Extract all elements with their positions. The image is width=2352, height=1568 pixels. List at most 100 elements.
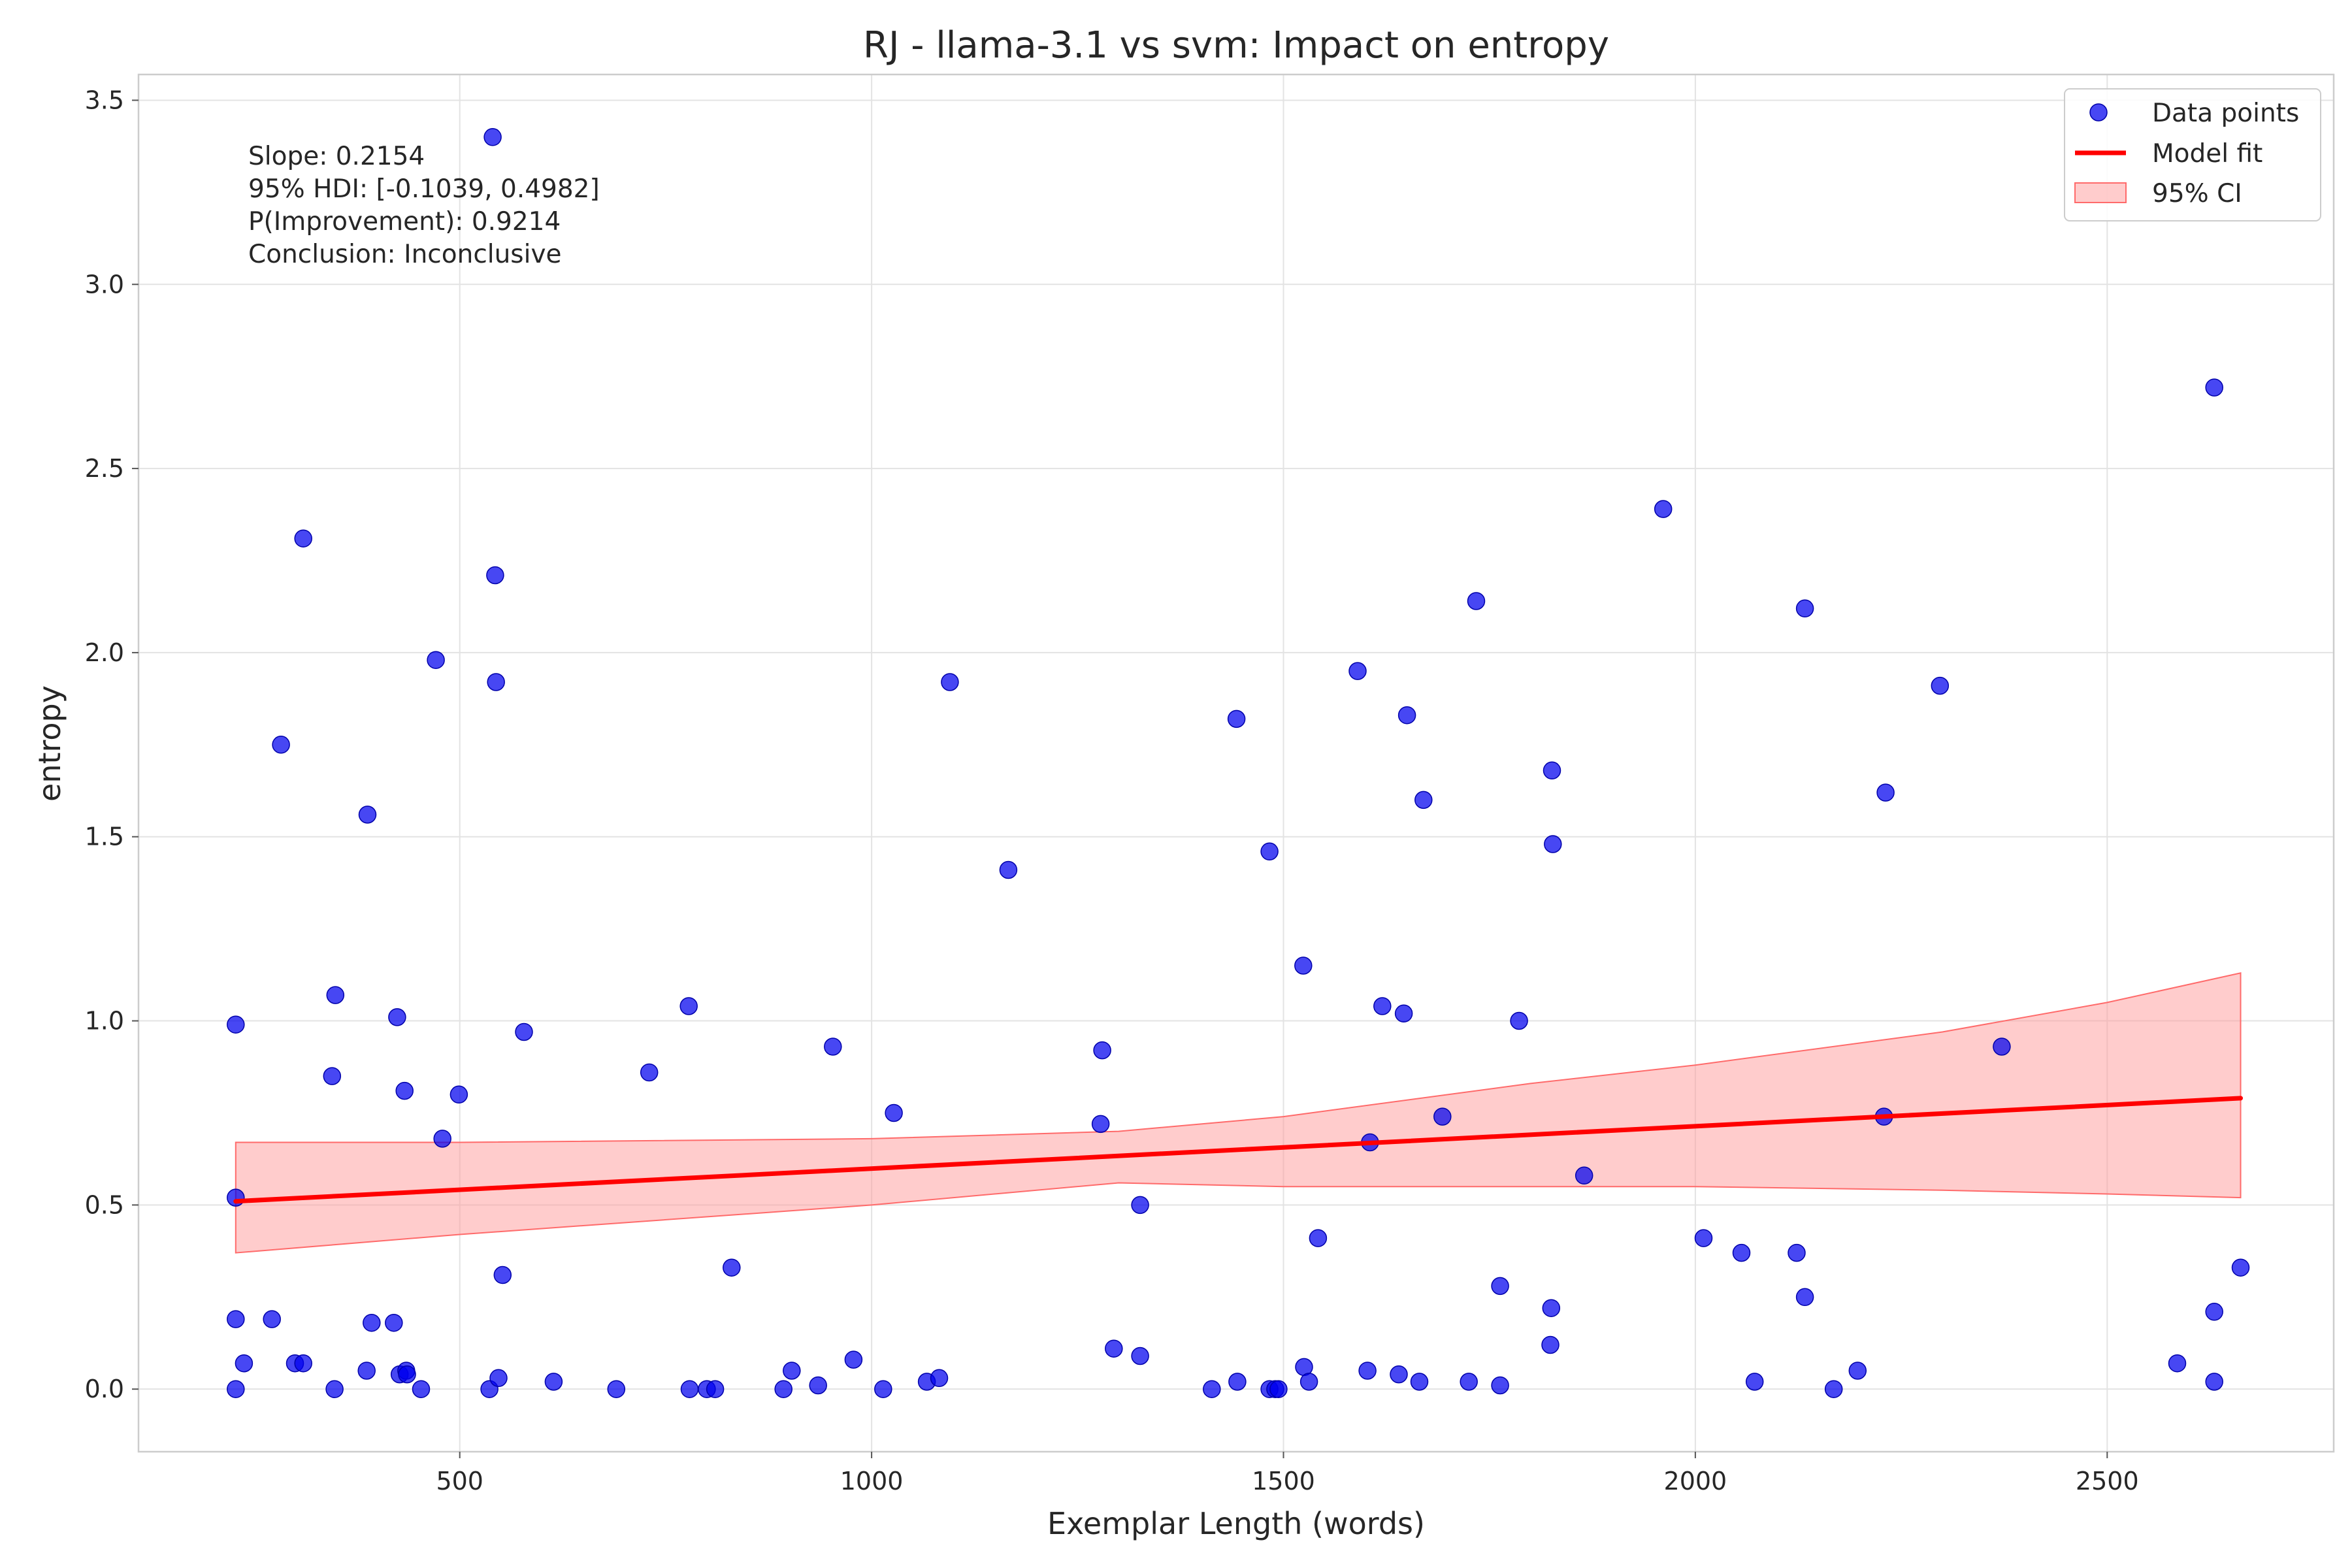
y-tick-label: 2.5 [85, 454, 124, 483]
data-point [2231, 1258, 2250, 1277]
data-point [1373, 997, 1392, 1015]
x-tick-label: 2000 [1664, 1467, 1727, 1495]
ci-band-layer [235, 972, 2242, 1254]
data-point [1091, 1115, 1110, 1134]
fit-line-layer [233, 1096, 2244, 1204]
data-point [1131, 1347, 1149, 1365]
y-tick-label: 0.0 [85, 1375, 124, 1403]
data-point [1397, 706, 1416, 725]
data-point [941, 673, 959, 691]
y-tick-label: 3.5 [85, 86, 124, 114]
data-point [1575, 1166, 1593, 1185]
legend-marker-points [2089, 103, 2108, 122]
y-tick-label: 2.0 [85, 638, 124, 667]
grid [139, 74, 2334, 1452]
stats-annotation: Slope: 0.2154 95% HDI: [-0.1039, 0.4982]… [248, 142, 600, 269]
data-point [1694, 1229, 1713, 1247]
data-point [1414, 791, 1433, 809]
data-point [2205, 378, 2223, 397]
annotation-probability: P(Improvement): 0.9214 [248, 207, 561, 237]
data-point [388, 1008, 406, 1026]
data-point [2205, 1303, 2223, 1321]
data-point [1260, 842, 1279, 861]
data-point [1410, 1373, 1429, 1391]
data-point [680, 1380, 699, 1398]
data-point [1467, 592, 1486, 610]
data-point [1542, 1299, 1561, 1317]
legend-label-points: Data points [2152, 99, 2299, 128]
annotation-hdi: 95% HDI: [-0.1039, 0.4982] [248, 174, 600, 204]
data-point [433, 1130, 451, 1148]
data-point [483, 128, 502, 146]
data-point [294, 529, 312, 547]
y-tick-label: 3.0 [85, 270, 124, 299]
data-point [1544, 835, 1562, 853]
data-point [1993, 1037, 2011, 1056]
data-point [1093, 1041, 1111, 1060]
data-point [395, 1081, 414, 1100]
legend-marker-ci [2074, 182, 2127, 203]
data-point [398, 1365, 416, 1384]
data-point [679, 997, 698, 1015]
data-point [640, 1063, 659, 1082]
data-point [824, 1037, 842, 1056]
data-point [1510, 1011, 1528, 1030]
data-point [294, 1354, 312, 1373]
data-point [263, 1310, 281, 1328]
x-axis-label: Exemplar Length (words) [1047, 1506, 1425, 1541]
data-point [1105, 1339, 1123, 1358]
legend-label-fit: Model fit [2152, 139, 2262, 169]
data-point [227, 1015, 245, 1034]
data-point [1654, 500, 1673, 518]
data-point [323, 1067, 342, 1085]
data-point [1358, 1362, 1377, 1380]
data-point [227, 1310, 245, 1328]
data-point [325, 1380, 344, 1398]
data-point [1543, 761, 1561, 780]
data-point [1848, 1362, 1867, 1380]
data-point [1491, 1277, 1509, 1296]
data-point [427, 651, 445, 669]
data-point [2205, 1373, 2223, 1391]
data-point [2168, 1354, 2187, 1373]
y-tick-label: 1.5 [85, 823, 124, 851]
data-point [1348, 662, 1367, 680]
data-point [363, 1313, 381, 1332]
data-point [544, 1373, 563, 1391]
data-point [1745, 1373, 1764, 1391]
data-point [357, 1362, 376, 1380]
data-point [1299, 1373, 1318, 1391]
legend: Data points Model fit 95% CI [2064, 88, 2321, 221]
y-tick-label: 0.5 [85, 1190, 124, 1219]
data-point [1294, 956, 1313, 975]
data-point [1824, 1380, 1843, 1398]
data-point [487, 673, 505, 691]
plot-area [139, 74, 2334, 1452]
data-point [449, 1085, 468, 1104]
data-point [809, 1376, 827, 1395]
data-point [930, 1369, 949, 1388]
data-point [227, 1380, 245, 1398]
data-point [272, 736, 290, 754]
x-tick-label: 2500 [2076, 1467, 2139, 1495]
data-point [1203, 1380, 1221, 1398]
data-point [493, 1266, 512, 1284]
data-point [385, 1313, 403, 1332]
data-point [1876, 783, 1895, 802]
legend-label-ci: 95% CI [2152, 179, 2242, 208]
data-point [844, 1350, 863, 1369]
data-point [1269, 1380, 1288, 1398]
x-tick-label: 500 [436, 1467, 483, 1495]
data-point [1795, 1288, 1814, 1307]
data-point [486, 566, 504, 585]
data-point [885, 1103, 903, 1122]
fit-line [233, 1096, 2244, 1204]
data-point [723, 1258, 741, 1277]
data-point [1390, 1365, 1408, 1384]
y-tick-label: 1.0 [85, 1007, 124, 1036]
data-point [1795, 599, 1814, 618]
data-point [1931, 676, 1950, 695]
data-point [1394, 1004, 1413, 1023]
data-point [1433, 1107, 1452, 1126]
